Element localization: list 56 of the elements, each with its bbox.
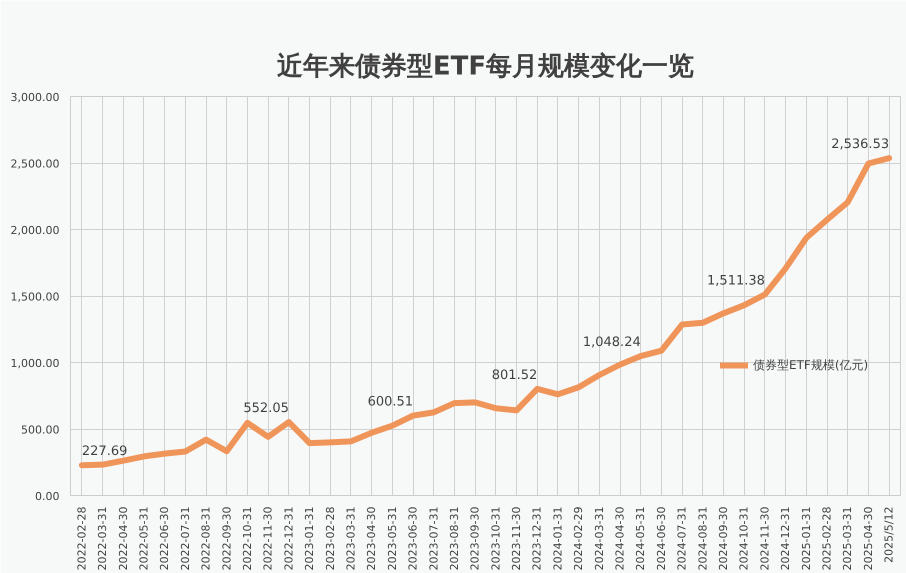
x-tick-label: 2024-06-30	[654, 506, 668, 570]
y-tick-label: 3,000.00	[10, 91, 60, 104]
x-tick-label: 2024-07-31	[676, 506, 689, 570]
x-tick-label: 2025-01-31	[800, 506, 813, 570]
x-tick-label: 2022-03-31	[96, 506, 110, 570]
x-tick-label: 2022-11-30	[262, 506, 275, 570]
y-tick-label: 2,000.00	[10, 224, 60, 237]
x-tick-label: 2023-07-31	[427, 506, 440, 570]
x-tick-label: 2022-08-31	[200, 506, 213, 570]
x-tick-label: 2024-11-30	[758, 506, 772, 570]
x-tick-label: 2022-02-28	[75, 506, 88, 570]
x-tick-label: 2024-04-30	[614, 506, 627, 570]
x-tick-label: 2024-10-31	[738, 506, 751, 570]
x-tick-label: 2025/5/12	[882, 506, 896, 563]
legend-label: 债券型ETF规模(亿元)	[753, 356, 868, 374]
x-tick-label: 2024-12-31	[779, 506, 792, 570]
data-label: 552.05	[243, 401, 289, 416]
chart-title: 近年来债券型ETF每月规模变化一览	[276, 52, 694, 82]
x-tick-label: 2022-12-31	[282, 506, 296, 570]
x-tick-label: 2024-03-31	[592, 506, 606, 570]
x-tick-label: 2025-03-31	[841, 506, 854, 570]
x-tick-label: 2023-01-31	[303, 506, 316, 570]
x-tick-label: 2022-05-31	[137, 506, 150, 570]
x-tick-label: 2025-04-30	[862, 506, 875, 570]
x-tick-label: 2023-03-31	[344, 506, 358, 570]
data-label: 600.51	[368, 394, 414, 410]
x-tick-label: 2023-12-31	[530, 506, 544, 570]
x-tick-label: 2022-07-31	[178, 506, 192, 570]
data-label: 227.69	[82, 444, 128, 460]
x-tick-label: 2023-05-31	[386, 506, 399, 570]
x-tick-label: 2023-09-30	[468, 506, 482, 570]
data-label: 2,536.53	[831, 137, 890, 152]
x-tick-label: 2024-09-30	[717, 506, 730, 570]
y-tick-label: 2,500.00	[10, 158, 60, 170]
data-label: 801.52	[492, 368, 538, 383]
x-tick-label: 2023-02-28	[324, 506, 337, 570]
x-tick-label: 2024-08-31	[696, 506, 710, 570]
data-label: 1,048.24	[582, 335, 641, 350]
y-tick-label: 1,000.00	[10, 357, 60, 370]
x-tick-label: 2022-04-30	[116, 506, 130, 570]
y-tick-label: 500.00	[21, 424, 60, 436]
x-tick-label: 2023-08-31	[448, 506, 461, 570]
x-tick-label: 2022-09-30	[220, 506, 234, 570]
x-tick-label: 2023-04-30	[365, 506, 378, 570]
y-tick-label: 1,500.00	[10, 290, 60, 304]
data-label: 1,511.38	[707, 273, 765, 288]
x-tick-label: 2024-02-29	[572, 506, 586, 570]
x-tick-label: 2023-10-31	[489, 506, 502, 570]
x-tick-label: 2022-06-30	[158, 506, 172, 570]
x-tick-label: 2025-02-28	[820, 506, 834, 570]
x-tick-label: 2023-06-30	[406, 506, 420, 570]
x-tick-label: 2022-10-31	[240, 506, 254, 570]
y-tick-label: 0.00	[35, 490, 60, 503]
x-tick-label: 2024-01-31	[551, 506, 564, 570]
x-tick-label: 2023-11-30	[510, 506, 524, 570]
x-tick-label: 2024-05-31	[634, 506, 648, 570]
